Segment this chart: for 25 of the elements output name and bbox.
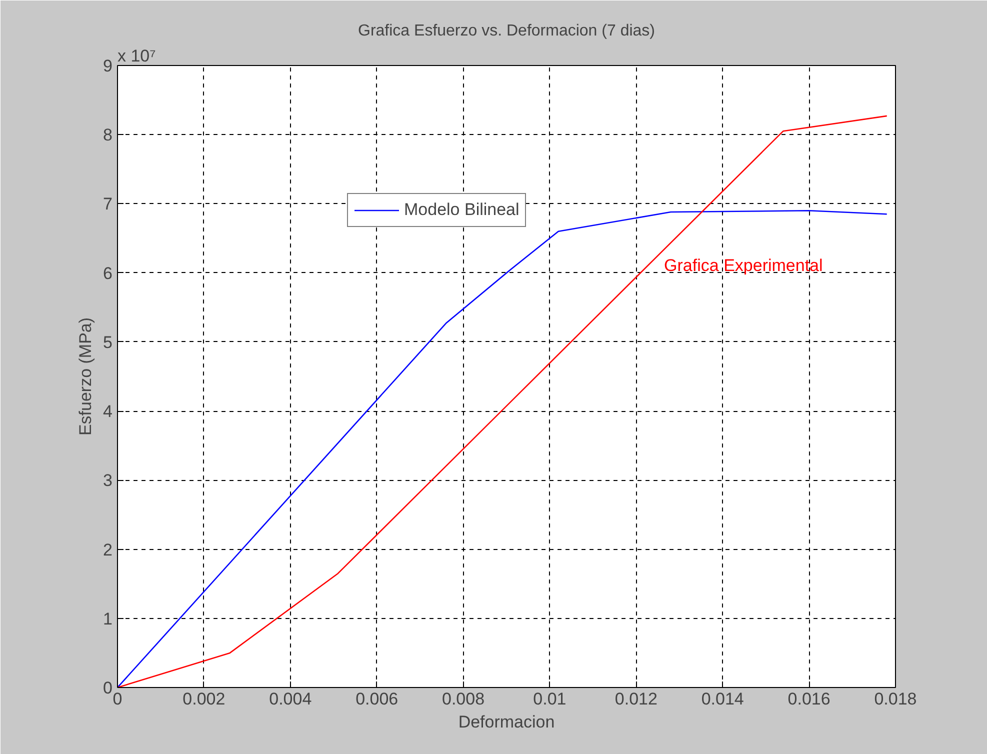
y-tick-label: 2 (103, 540, 113, 560)
x-tick-label: 0.016 (788, 690, 830, 708)
y-tick-label: 9 (103, 56, 113, 76)
chart-title: Grafica Esfuerzo vs. Deformacion (7 dias) (358, 22, 656, 40)
y-tick-label: 4 (103, 402, 113, 422)
x-tick-label: 0.014 (701, 690, 744, 708)
x-tick-label: 0.006 (356, 690, 398, 708)
x-tick-label: 0.01 (533, 690, 566, 708)
legend-label: Modelo Bilineal (404, 200, 520, 220)
x-tick-label: 0.012 (614, 690, 658, 708)
y-tick-label: 8 (103, 126, 113, 145)
y-tick-label: 7 (103, 194, 113, 214)
x-tick-label: 0.004 (269, 690, 312, 708)
annotation: x 10⁷ (118, 46, 156, 66)
y-tick-label: 5 (103, 332, 113, 352)
x-tick-label: 0.002 (182, 690, 226, 708)
y-tick-label: 1 (103, 609, 113, 628)
x-tick-label: 0.018 (874, 690, 917, 708)
series-label: Grafica Experimental (664, 256, 823, 275)
y-tick-label: 3 (103, 471, 113, 490)
line-series (118, 115, 888, 688)
x-axis-title: Deformacion (458, 712, 555, 732)
y-axis-title: Esfuerzo (MPa) (76, 317, 96, 436)
x-tick-label: 0.008 (442, 690, 485, 708)
y-tick-label: 6 (103, 264, 113, 283)
